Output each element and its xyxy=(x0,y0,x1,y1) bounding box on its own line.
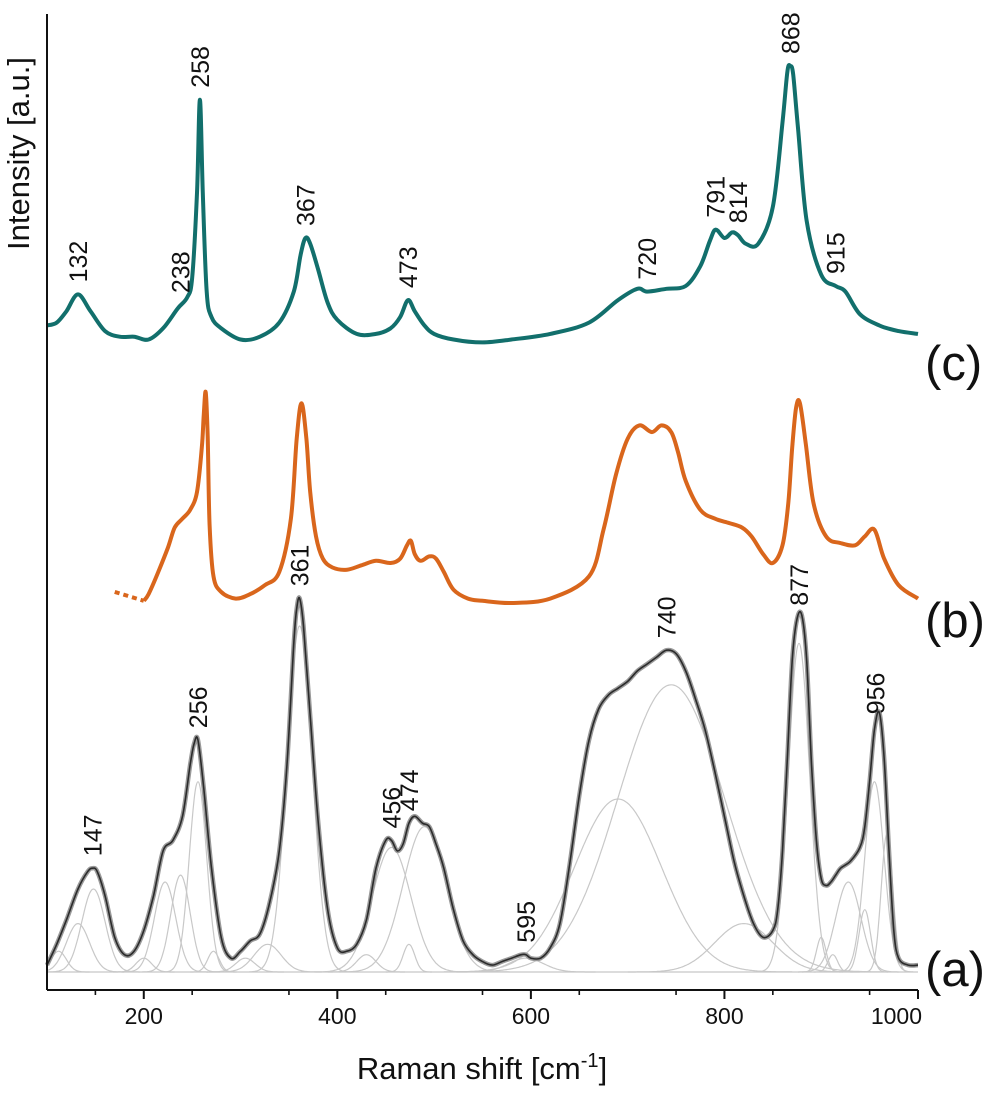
peak-label-c-132: 132 xyxy=(65,241,93,283)
component-peak-490 xyxy=(339,826,510,973)
peak-label-a-956: 956 xyxy=(862,673,890,715)
peak-label-c-238: 238 xyxy=(168,251,196,293)
peak-label-c-915: 915 xyxy=(823,232,851,274)
x-tick-label-600: 600 xyxy=(512,1003,550,1029)
x-tick-label-1000: 1000 xyxy=(871,1003,922,1029)
peak-label-a-361: 361 xyxy=(287,545,315,587)
x-axis-title-main: Raman shift [cm xyxy=(357,1051,581,1086)
series-c-line xyxy=(46,63,919,345)
series-a-fit-line xyxy=(46,596,919,967)
component-peak-361 xyxy=(249,625,350,973)
component-peak-256 xyxy=(163,781,233,973)
peak-label-a-877: 877 xyxy=(786,564,814,606)
series-c xyxy=(46,63,919,345)
peak-label-a-474: 474 xyxy=(396,769,424,811)
component-peak-328 xyxy=(213,943,322,973)
component-peak-456 xyxy=(314,846,470,973)
x-axis-title: Raman shift [cm-1] xyxy=(357,1050,607,1086)
peak-label-a-740: 740 xyxy=(653,596,681,638)
series-b-dashed-extension xyxy=(114,589,145,603)
component-peak-474 xyxy=(385,943,433,973)
peak-label-c-720: 720 xyxy=(634,238,662,280)
panel-label-b: (b) xyxy=(925,594,985,648)
x-tick-label-400: 400 xyxy=(318,1003,356,1029)
peak-label-a-147: 147 xyxy=(80,814,108,856)
peak-label-c-473: 473 xyxy=(395,246,423,288)
series-b xyxy=(114,389,920,606)
panel-label-a: (a) xyxy=(925,943,985,997)
peak-label-c-258: 258 xyxy=(187,46,215,88)
x-tick-label-800: 800 xyxy=(705,1003,743,1029)
series-b-line xyxy=(142,389,920,606)
peak-label-a-256: 256 xyxy=(185,686,213,728)
component-peak-238 xyxy=(141,874,220,973)
peak-label-a-595: 595 xyxy=(513,901,541,943)
peak-label-c-868: 868 xyxy=(777,12,805,54)
component-peak-928 xyxy=(797,881,899,973)
peak-label-a-456: 456 xyxy=(379,787,407,829)
component-peak-222 xyxy=(122,881,208,973)
x-axis-title-suffix: ] xyxy=(599,1051,608,1086)
peak-label-c-367: 367 xyxy=(292,184,320,226)
series-a-measured-line xyxy=(44,595,919,968)
component-peak-955 xyxy=(835,781,914,973)
peak-label-c-814: 814 xyxy=(725,181,753,223)
axes: 200 400 600 800 1000 xyxy=(46,14,922,1029)
peak-label-c-791: 791 xyxy=(703,176,731,218)
y-axis-title: Intensity [a.u.] xyxy=(1,57,36,250)
x-tick-label-200: 200 xyxy=(125,1003,163,1029)
series-a xyxy=(44,595,919,973)
component-peak-877 xyxy=(756,642,842,973)
component-peak-132 xyxy=(46,922,125,973)
x-axis-title-superscript: -1 xyxy=(581,1050,599,1072)
component-peak-148 xyxy=(46,888,140,973)
component-peak-945 xyxy=(841,909,889,973)
panel-label-c: (c) xyxy=(925,337,982,391)
